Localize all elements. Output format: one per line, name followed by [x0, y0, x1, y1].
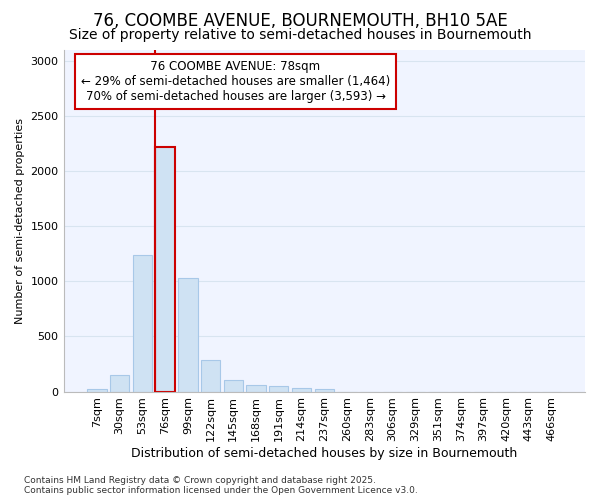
- Bar: [314, 390, 334, 392]
- Bar: [178, 278, 197, 392]
- Bar: [247, 385, 266, 392]
- Text: Size of property relative to semi-detached houses in Bournemouth: Size of property relative to semi-detach…: [69, 28, 531, 42]
- Bar: [110, 375, 130, 392]
- Text: Contains HM Land Registry data © Crown copyright and database right 2025.
Contai: Contains HM Land Registry data © Crown c…: [24, 476, 418, 495]
- Bar: [155, 147, 175, 392]
- Y-axis label: Number of semi-detached properties: Number of semi-detached properties: [15, 118, 25, 324]
- X-axis label: Distribution of semi-detached houses by size in Bournemouth: Distribution of semi-detached houses by …: [131, 447, 517, 460]
- Bar: [133, 255, 152, 392]
- Text: 76 COOMBE AVENUE: 78sqm   
← 29% of semi-detached houses are smaller (1,464)
70%: 76 COOMBE AVENUE: 78sqm ← 29% of semi-de…: [81, 60, 390, 103]
- Bar: [224, 380, 243, 392]
- Bar: [292, 388, 311, 392]
- Bar: [87, 390, 107, 392]
- Bar: [201, 360, 220, 392]
- Text: 76, COOMBE AVENUE, BOURNEMOUTH, BH10 5AE: 76, COOMBE AVENUE, BOURNEMOUTH, BH10 5AE: [92, 12, 508, 30]
- Bar: [269, 386, 289, 392]
